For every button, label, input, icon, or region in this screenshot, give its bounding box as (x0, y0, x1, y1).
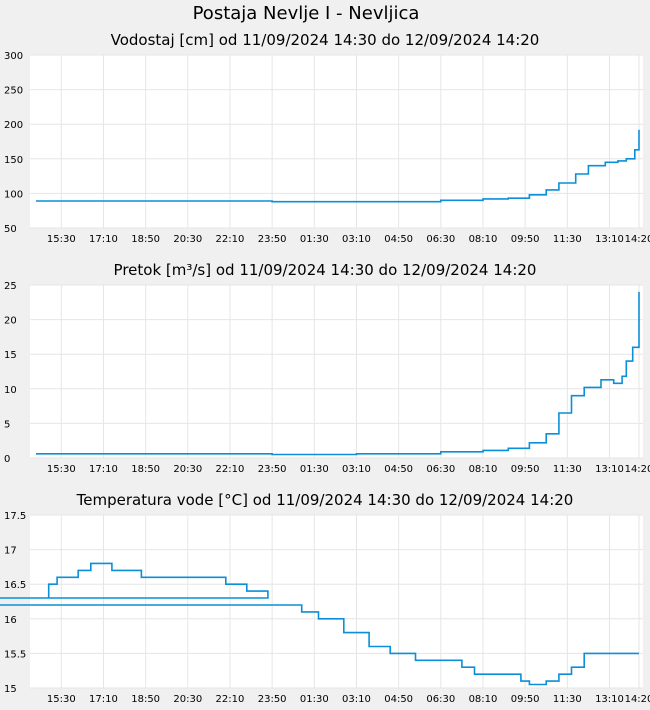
discharge-y-tick-label: 10 (4, 385, 17, 396)
water-temperature-x-tick-label: 14:20 (625, 694, 650, 705)
discharge-x-tick-label: 23:50 (258, 464, 287, 475)
discharge-series-line (36, 291, 640, 456)
water-temperature-x-tick-label: 15:30 (47, 694, 76, 705)
discharge-x-tick-label: 22:10 (216, 464, 245, 475)
water-level-x-tick-label: 09:50 (511, 234, 540, 245)
discharge-x-tick-label: 01:30 (300, 464, 329, 475)
discharge-y-tick-label: 20 (4, 316, 17, 327)
water-level-x-tick-label: 17:10 (89, 234, 118, 245)
water-temperature-y-tick-label: 15.5 (4, 649, 26, 660)
water-temperature-x-tick-label: 06:30 (426, 694, 455, 705)
water-level-x-tick-label: 20:30 (173, 234, 202, 245)
water-level-plot-area (30, 55, 643, 228)
water-temperature-x-tick-label: 11:30 (553, 694, 582, 705)
water-level-x-tick-label: 14:20 (625, 234, 650, 245)
water-temperature-x-tick-label: 20:30 (173, 694, 202, 705)
water-level-x-tick-label: 11:30 (553, 234, 582, 245)
water-temperature-x-tick-label: 09:50 (511, 694, 540, 705)
water-temperature-x-tick-label: 23:50 (258, 694, 287, 705)
water-temperature-x-tick-label: 13:10 (595, 694, 624, 705)
water-level-x-tick-label: 06:30 (426, 234, 455, 245)
discharge-x-tick-label: 13:10 (595, 464, 624, 475)
water-temperature-y-tick-label: 16 (4, 615, 17, 626)
water-temperature-y-tick-label: 17.5 (4, 511, 26, 522)
water-temperature-x-tick-label: 22:10 (216, 694, 245, 705)
discharge-x-tick-label: 09:50 (511, 464, 540, 475)
water-temperature-x-tick-label: 18:50 (131, 694, 160, 705)
water-level-x-tick-label: 22:10 (216, 234, 245, 245)
water-temperature-x-tick-label: 17:10 (89, 694, 118, 705)
water-temperature-y-tick-label: 15 (4, 684, 17, 695)
water-level-y-tick-label: 100 (4, 189, 23, 200)
water-level-y-tick-label: 300 (4, 51, 23, 62)
chart-title-discharge: Pretok [m³/s] od 11/09/2024 14:30 do 12/… (113, 261, 537, 279)
water-temperature-x-tick-label: 08:10 (469, 694, 498, 705)
water-temperature-y-tick-label: 16.5 (4, 580, 26, 591)
discharge-x-tick-label: 17:10 (89, 464, 118, 475)
discharge-y-tick-label: 15 (4, 350, 17, 361)
water-temperature-plot-area (30, 515, 643, 688)
chart-title-water-temperature: Temperatura vode [°C] od 11/09/2024 14:3… (76, 491, 574, 509)
water-level-x-tick-label: 04:50 (384, 234, 413, 245)
discharge-x-tick-label: 18:50 (131, 464, 160, 475)
discharge-x-tick-label: 15:30 (47, 464, 76, 475)
discharge-x-tick-label: 06:30 (426, 464, 455, 475)
water-level-x-tick-label: 18:50 (131, 234, 160, 245)
discharge-x-tick-label: 14:20 (625, 464, 650, 475)
water-level-x-tick-label: 15:30 (47, 234, 76, 245)
water-temperature-x-tick-label: 04:50 (384, 694, 413, 705)
water-level-x-tick-label: 03:10 (342, 234, 371, 245)
water-level-x-tick-label: 08:10 (469, 234, 498, 245)
water-level-x-tick-label: 13:10 (595, 234, 624, 245)
chart-title-water-level: Vodostaj [cm] od 11/09/2024 14:30 do 12/… (110, 31, 540, 49)
water-level-y-tick-label: 250 (4, 86, 23, 97)
water-temperature-x-tick-label: 03:10 (342, 694, 371, 705)
discharge-y-tick-label: 5 (4, 419, 10, 430)
discharge-x-tick-label: 11:30 (553, 464, 582, 475)
water-temperature-y-tick-label: 17 (4, 546, 17, 557)
discharge-x-tick-label: 04:50 (384, 464, 413, 475)
discharge-y-tick-label: 0 (4, 454, 10, 465)
water-level-y-tick-label: 150 (4, 155, 23, 166)
water-temperature-x-tick-label: 01:30 (300, 694, 329, 705)
discharge-y-tick-label: 25 (4, 281, 17, 292)
discharge-x-tick-label: 20:30 (173, 464, 202, 475)
water-level-x-tick-label: 23:50 (258, 234, 287, 245)
water-level-y-tick-label: 50 (4, 224, 17, 235)
discharge-x-tick-label: 03:10 (342, 464, 371, 475)
water-level-x-tick-label: 01:30 (300, 234, 329, 245)
water-level-series-line (36, 129, 640, 203)
discharge-x-tick-label: 08:10 (469, 464, 498, 475)
page-title: Postaja Nevlje I - Nevljica (192, 3, 420, 24)
water-temperature-series-line (0, 562, 639, 686)
water-level-y-tick-label: 200 (4, 120, 23, 131)
discharge-plot-area (30, 285, 643, 458)
